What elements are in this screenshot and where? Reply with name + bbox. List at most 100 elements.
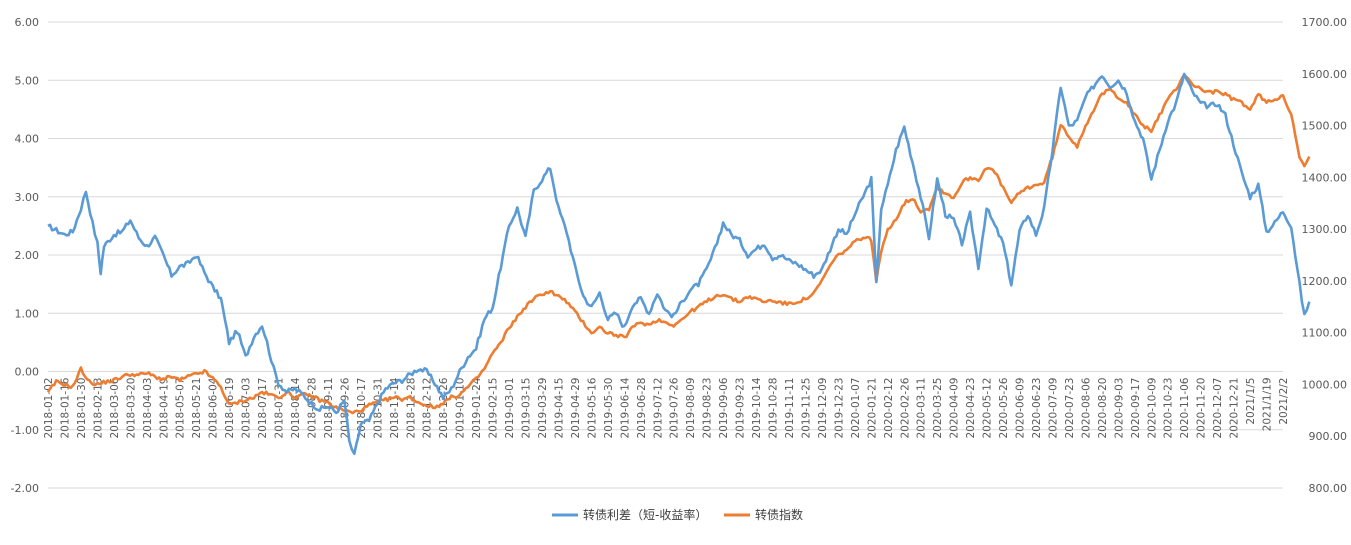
x-axis-tick-label: 2018-04-19	[158, 378, 170, 439]
x-axis-tick-label: 2019-04-29	[570, 378, 582, 439]
x-axis-tick-label: 2020-05-26	[998, 377, 1010, 438]
right-axis-tick-label: 1700.00	[1302, 16, 1348, 29]
x-axis-tick-label: 2020-04-23	[965, 378, 977, 439]
x-axis-tick-label: 2020-08-20	[1097, 378, 1109, 439]
x-axis-tick-label: 2018-01-02	[43, 378, 55, 439]
gridlines	[48, 21, 1283, 489]
right-axis-tick-labels: 800.00 900.00 1000.00 1100.00 1200.00 1300.00…	[1302, 16, 1348, 495]
x-axis-tick-label: 2020-09-03	[1113, 378, 1125, 439]
x-axis-tick-label: 2020-02-26	[899, 377, 911, 438]
x-axis-tick-label: 2020-08-06	[1080, 377, 1092, 438]
legend: 转债利差（短-收益率） 转债指数	[552, 507, 803, 522]
x-axis-tick-label: 2020-02-12	[883, 378, 895, 439]
x-axis-tick-label: 2019-10-28	[768, 378, 780, 439]
x-axis-tick-label: 2020-09-17	[1130, 378, 1142, 439]
x-axis-tick-label: 2020-01-21	[866, 378, 878, 439]
x-axis-tick-label: 2019-10-14	[751, 377, 763, 438]
x-axis-tick-label: 2018-05-21	[191, 378, 203, 439]
x-axis-tick-label: 2019-03-01	[504, 378, 516, 439]
x-axis-tick-label: 2019-06-14	[619, 377, 631, 438]
left-axis-tick-label: 6.00	[15, 16, 40, 29]
x-axis-tick-label: 2019-08-09	[685, 378, 697, 439]
x-axis-tick-label: 2020-11-20	[1196, 378, 1208, 439]
x-axis-tick-label: 2019-11-11	[784, 378, 796, 439]
x-axis-tick-label: 2019-07-12	[652, 378, 664, 439]
x-axis-tick-label: 2020-10-09	[1146, 378, 1158, 439]
x-axis-tick-label: 2020-07-09	[1047, 378, 1059, 439]
x-axis-tick-label: 2020-07-23	[1064, 378, 1076, 439]
x-axis-tick-label: 2018-10-17	[356, 378, 368, 439]
x-axis-tick-label: 2018-12-26	[438, 377, 450, 438]
legend-label-spread: 转债利差（短-收益率）	[583, 507, 707, 522]
right-axis-tick-label: 1600.00	[1302, 68, 1348, 81]
series-line-spread	[47, 72, 1311, 456]
right-axis-tick-label: 1400.00	[1302, 171, 1348, 184]
x-axis-tick-label: 2018-05-07	[175, 378, 187, 439]
left-axis-tick-label: 2.00	[15, 249, 40, 262]
x-axis-tick-label: 2018-03-06	[109, 377, 121, 438]
x-axis-tick-label: 2018-11-14	[389, 377, 401, 438]
x-axis-tick-label: 2018-01-30	[76, 378, 88, 439]
x-axis-tick-label: 2020-04-09	[949, 378, 961, 439]
left-axis-tick-labels: -2.00 -1.00 0.00 1.00 2.00 3.00 4.00 5.00 6.00	[11, 16, 39, 495]
x-axis-tick-label: 2020-11-06	[1179, 377, 1191, 438]
x-axis-tick-label: 2018-08-14	[290, 377, 302, 438]
x-axis-tick-label: 2019-11-25	[800, 378, 812, 439]
x-axis-tick-label: 2020-05-12	[982, 378, 994, 439]
legend-label-index: 转债指数	[755, 507, 803, 522]
x-axis-tick-label: 2018-06-04	[208, 377, 220, 438]
x-axis-tick-label: 2019-09-23	[735, 378, 747, 439]
left-axis-tick-label: 1.00	[15, 307, 40, 320]
left-axis-tick-label: 3.00	[15, 191, 40, 204]
right-axis-tick-label: 1200.00	[1302, 275, 1348, 288]
x-axis-tick-label: 2018-04-03	[142, 378, 154, 439]
x-axis-tick-labels: 2018-01-02 2018-01-16 2018-01-30 2018-02-13…	[43, 377, 1290, 438]
x-axis-tick-label: 2018-07-03	[241, 378, 253, 439]
x-axis-tick-label: 2018-07-31	[274, 378, 286, 439]
x-axis-tick-label: 2020-01-07	[850, 378, 862, 439]
right-axis-tick-label: 1100.00	[1302, 327, 1348, 340]
x-axis-tick-label: 2018-06-19	[224, 378, 236, 439]
x-axis-tick-label: 2019-07-26	[669, 377, 681, 438]
x-axis-tick-label: 2021/1/5	[1245, 378, 1257, 425]
x-axis-tick-label: 2018-01-16	[59, 377, 71, 438]
x-axis-tick-label: 2019-05-30	[603, 378, 615, 439]
x-axis-tick-label: 2019-12-23	[833, 378, 845, 439]
x-axis-tick-label: 2019-04-15	[553, 378, 565, 439]
left-axis-tick-label: 4.00	[15, 133, 40, 146]
right-axis-tick-label: 800.00	[1309, 482, 1348, 495]
x-axis-tick-label: 2019-03-15	[521, 378, 533, 439]
x-axis-tick-label: 2020-12-21	[1229, 378, 1241, 439]
x-axis-tick-label: 2018-03-20	[125, 378, 137, 439]
x-axis-tick-label: 2019-01-24	[471, 377, 483, 438]
right-axis-tick-label: 1500.00	[1302, 120, 1348, 133]
right-axis-tick-label: 1000.00	[1302, 378, 1348, 391]
x-axis-tick-label: 2018-02-13	[92, 378, 104, 439]
x-axis-tick-label: 2019-08-23	[702, 378, 714, 439]
x-axis-tick-label: 2020-03-11	[916, 378, 928, 439]
x-axis-tick-label: 2019-03-29	[537, 378, 549, 439]
x-axis-tick-label: 2020-10-23	[1163, 378, 1175, 439]
series-line-index	[46, 73, 1311, 415]
right-axis-tick-label: 900.00	[1309, 430, 1348, 443]
x-axis-tick-label: 2018-11-28	[405, 378, 417, 439]
left-axis-tick-label: 5.00	[15, 74, 40, 87]
x-axis-tick-label: 2019-06-28	[636, 378, 648, 439]
x-axis-tick-label: 2019-12-09	[817, 378, 829, 439]
x-axis-tick-label: 2019-01-10	[455, 378, 467, 439]
series-lines	[46, 72, 1311, 456]
x-axis-tick-label: 2021/1/19	[1262, 378, 1274, 432]
left-axis-tick-label: -2.00	[11, 482, 39, 495]
x-axis-tick-label: 2020-06-09	[1015, 378, 1027, 439]
x-axis-tick-label: 2020-12-07	[1212, 378, 1224, 439]
x-axis-tick-label: 2019-09-06	[718, 377, 730, 438]
x-axis-tick-label: 2019-02-15	[488, 378, 500, 439]
right-axis-tick-label: 1300.00	[1302, 223, 1348, 236]
x-axis-tick-label: 2019-05-16	[586, 377, 598, 438]
x-axis-tick-label: 2020-06-23	[1031, 378, 1043, 439]
x-axis-tick-label: 2021/2/2	[1278, 378, 1290, 425]
left-axis-tick-label: 0.00	[15, 366, 40, 379]
x-axis-tick-label: 2020-03-25	[932, 378, 944, 439]
